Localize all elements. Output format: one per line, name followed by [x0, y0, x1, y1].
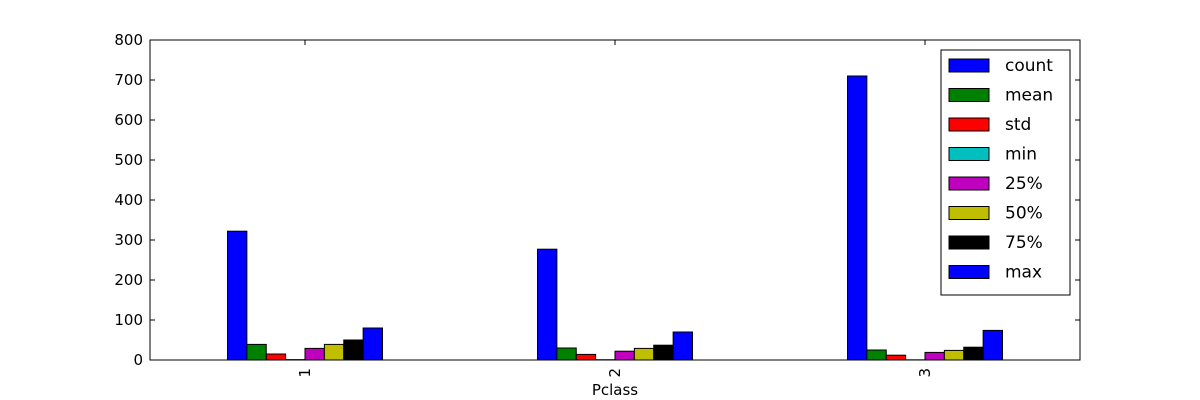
- bar-50pct-3: [943, 349, 965, 361]
- legend-swatch: [948, 58, 990, 73]
- legend-swatch: [948, 88, 990, 102]
- bar-max-3: [982, 329, 1003, 361]
- legend-label: 75%: [1005, 233, 1043, 253]
- y-tick-label: 800: [114, 31, 143, 49]
- y-tick-label: 400: [114, 191, 143, 209]
- legend-swatch: [948, 176, 990, 191]
- legend-label: std: [1005, 115, 1031, 135]
- bar-25pct-3: [924, 351, 945, 361]
- x-axis-label: Pclass: [592, 381, 638, 399]
- legend-swatch: [948, 206, 990, 220]
- bar-75pct-3: [963, 346, 984, 361]
- legend-label: count: [1005, 56, 1053, 76]
- legend-swatch: [948, 235, 990, 250]
- x-tick-label: 2: [606, 368, 624, 378]
- plot-area: 0 100 200 300 400 500 600 700 800 1 2 3: [114, 31, 1081, 378]
- plot-frame: [149, 39, 1081, 361]
- bar-mean-1: [246, 343, 267, 361]
- bar-mean-3: [866, 349, 887, 361]
- legend-swatch: [948, 117, 990, 132]
- y-tick-label: 0: [133, 351, 143, 369]
- y-tick-label: 500: [114, 151, 143, 169]
- bar-max-2: [672, 331, 693, 361]
- bar-25pct-2: [614, 350, 635, 361]
- bar-max-1: [362, 327, 383, 361]
- bar-50pct-1: [323, 343, 345, 361]
- legend-label: 25%: [1005, 174, 1043, 194]
- y-tick-label: 600: [114, 111, 143, 129]
- legend-swatch: [948, 147, 990, 161]
- y-tick-label: 300: [114, 231, 143, 249]
- legend-swatch: [948, 265, 990, 279]
- bar-25pct-1: [304, 347, 325, 361]
- legend-label: max: [1005, 263, 1042, 283]
- x-tick-label: 3: [916, 368, 934, 378]
- y-tick-label: 700: [114, 71, 143, 89]
- legend: count mean std min 25% 50% 75% max: [940, 49, 1071, 296]
- x-tick-label: 1: [296, 368, 314, 378]
- bar-75pct-2: [653, 344, 674, 361]
- bar-count-3: [847, 75, 868, 361]
- y-tick-label: 200: [114, 271, 143, 289]
- bar-75pct-1: [343, 339, 364, 361]
- bar-count-2: [537, 248, 558, 361]
- legend-label: 50%: [1005, 204, 1043, 224]
- bar-count-1: [227, 230, 248, 361]
- bar-50pct-2: [633, 347, 655, 361]
- legend-label: mean: [1005, 86, 1053, 106]
- bars: [227, 75, 1003, 361]
- y-axis: 0 100 200 300 400 500 600 700 800: [114, 31, 1080, 369]
- legend-label: min: [1005, 145, 1037, 165]
- x-axis: 1 2 3: [296, 40, 934, 378]
- bar-std-2: [575, 353, 597, 361]
- bar-std-1: [265, 353, 287, 361]
- bar-mean-2: [556, 347, 577, 361]
- y-tick-label: 100: [114, 311, 143, 329]
- bar-std-3: [885, 354, 907, 361]
